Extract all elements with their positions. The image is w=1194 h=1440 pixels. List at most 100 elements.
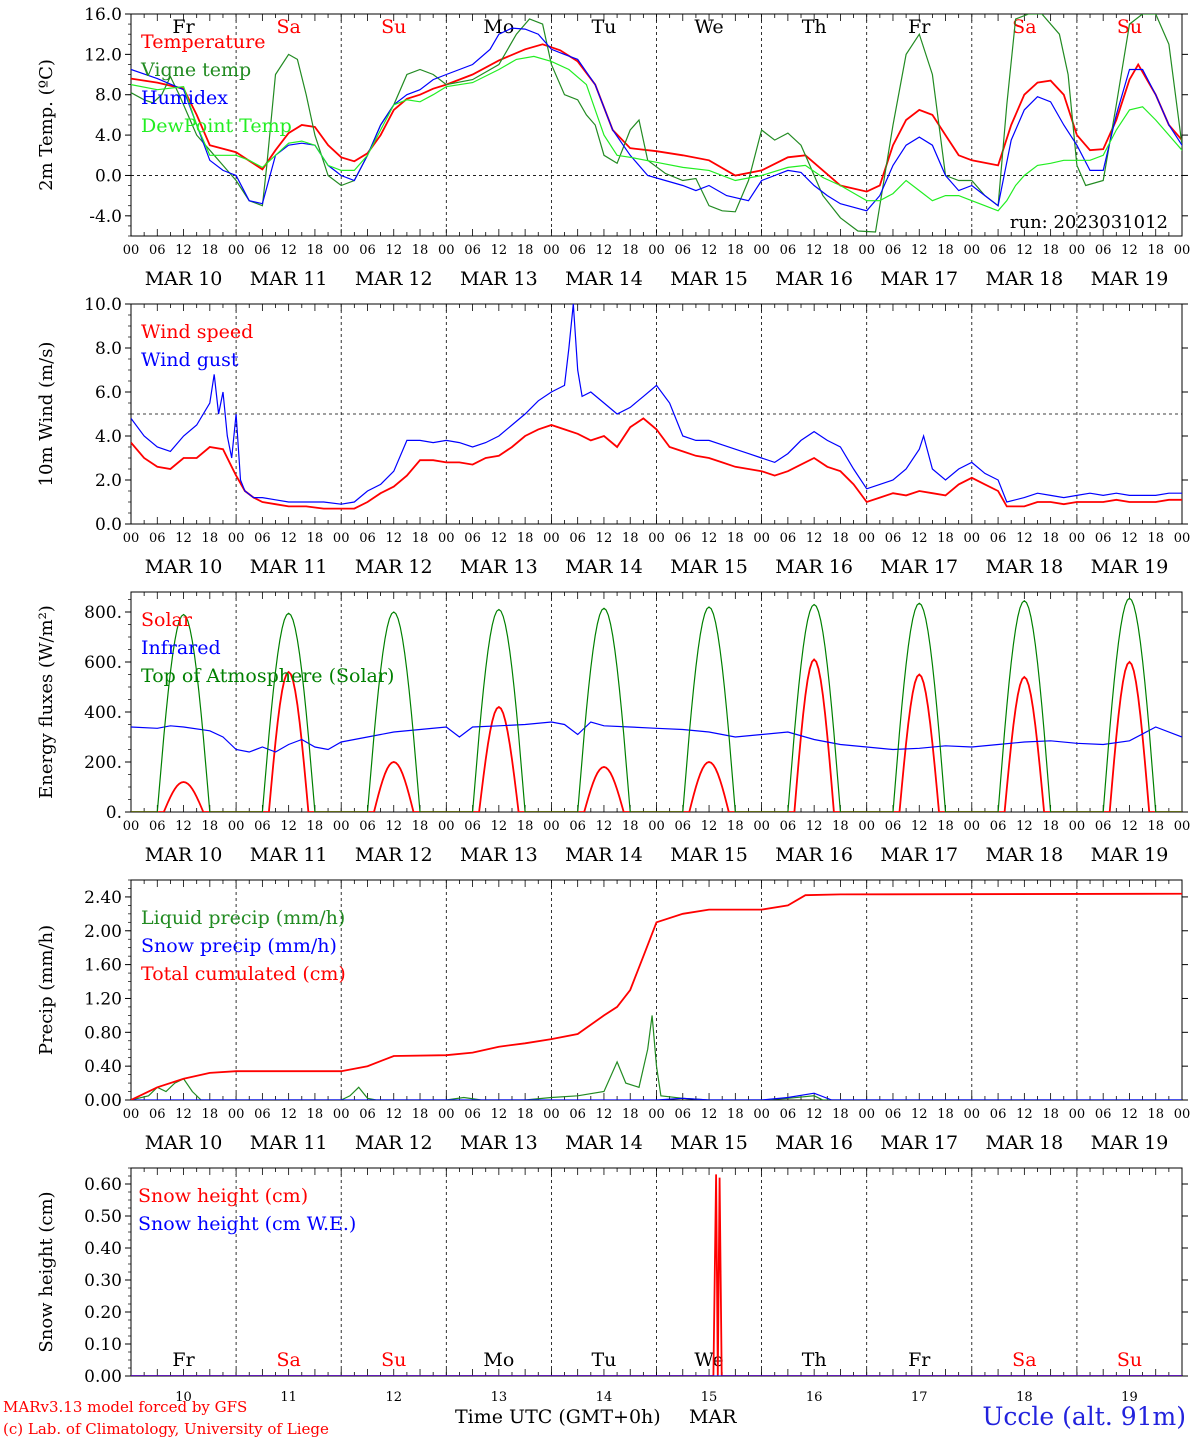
hour-tick-label: 06 xyxy=(149,243,166,258)
weekday-label: Fr xyxy=(172,1349,195,1371)
hour-tick-label: 00 xyxy=(648,819,665,834)
hour-tick-label: 00 xyxy=(858,243,875,258)
hour-tick-label: 18 xyxy=(1147,243,1164,258)
series-line-infrared xyxy=(131,721,1182,753)
date-label: MAR 12 xyxy=(355,268,433,290)
y-tick-label: 800. xyxy=(84,603,122,623)
date-label: MAR 16 xyxy=(775,268,853,290)
hour-tick-label: 00 xyxy=(964,1107,981,1122)
hour-tick-label: 06 xyxy=(990,243,1007,258)
hour-tick-label: 12 xyxy=(491,531,508,546)
hour-tick-label: 00 xyxy=(333,1107,350,1122)
hour-tick-label: 00 xyxy=(1174,819,1191,834)
y-tick-label: 1.20 xyxy=(84,989,122,1009)
hour-tick-label: 00 xyxy=(438,1107,455,1122)
date-label: MAR 17 xyxy=(880,844,958,866)
hour-tick-label: 12 xyxy=(911,1107,928,1122)
hour-tick-label: 12 xyxy=(701,531,718,546)
legend-entry: Snow height (cm) xyxy=(138,1185,308,1207)
weekday-label: Mo xyxy=(483,16,514,38)
hour-tick-label: 06 xyxy=(780,1107,797,1122)
hour-tick-label: 00 xyxy=(1069,243,1086,258)
hour-tick-label: 12 xyxy=(911,243,928,258)
hour-tick-label: 12 xyxy=(280,243,297,258)
hour-tick-label: 06 xyxy=(359,243,376,258)
hour-tick-label: 18 xyxy=(622,243,639,258)
hour-tick-label: 00 xyxy=(123,819,140,834)
hour-tick-label: 18 xyxy=(412,531,429,546)
y-tick-label: 200. xyxy=(84,753,122,773)
y-tick-label: 0.40 xyxy=(84,1239,122,1259)
hour-tick-label: 12 xyxy=(491,819,508,834)
hour-tick-label: 18 xyxy=(517,243,534,258)
date-label: MAR 11 xyxy=(250,844,328,866)
day-number-label: 19 xyxy=(1121,1390,1138,1405)
date-label: MAR 14 xyxy=(565,844,643,866)
y-axis-title: Precip (mm/h) xyxy=(36,925,57,1055)
date-label: MAR 12 xyxy=(355,1132,433,1154)
hour-tick-label: 00 xyxy=(543,819,560,834)
hour-tick-label: 06 xyxy=(1095,243,1112,258)
weekday-label: Fr xyxy=(908,1349,931,1371)
hour-tick-label: 06 xyxy=(885,819,902,834)
date-label: MAR 17 xyxy=(880,556,958,578)
day-number-label: 15 xyxy=(701,1390,718,1405)
hour-tick-label: 00 xyxy=(228,531,245,546)
hour-tick-label: 00 xyxy=(858,819,875,834)
date-label: MAR 17 xyxy=(880,268,958,290)
hour-tick-label: 18 xyxy=(1042,1107,1059,1122)
hour-tick-label: 18 xyxy=(412,819,429,834)
date-label: MAR 17 xyxy=(880,1132,958,1154)
legend-entry: Wind speed xyxy=(141,321,253,343)
y-tick-label: 0.60 xyxy=(84,1175,122,1195)
hour-tick-label: 12 xyxy=(806,531,823,546)
y-tick-label: 0. xyxy=(106,803,122,823)
hour-tick-label: 18 xyxy=(1042,531,1059,546)
hour-tick-label: 06 xyxy=(359,1107,376,1122)
y-axis-title: 10m Wind (m/s) xyxy=(36,342,57,487)
hour-tick-label: 06 xyxy=(675,1107,692,1122)
date-label: MAR 11 xyxy=(250,556,328,578)
legend-entry: Vigne temp xyxy=(140,59,251,81)
chart-panel-3: 0. 200. 400. 600. 800. Energy fluxes (W/m²) 00… xyxy=(36,591,1191,866)
hour-tick-label: 12 xyxy=(701,243,718,258)
hour-tick-label: 18 xyxy=(517,531,534,546)
day-number-label: 10 xyxy=(175,1390,192,1405)
hour-tick-label: 06 xyxy=(254,243,271,258)
hour-tick-label: 18 xyxy=(202,531,219,546)
hour-tick-label: 00 xyxy=(228,243,245,258)
legend-entry: Total cumulated (cm) xyxy=(141,963,346,985)
date-label: MAR 19 xyxy=(1091,268,1169,290)
hour-tick-label: 00 xyxy=(438,531,455,546)
y-tick-label: 10.0 xyxy=(84,295,122,315)
hour-tick-label: 00 xyxy=(964,531,981,546)
hour-tick-label: 00 xyxy=(858,531,875,546)
y-tick-label: 0.30 xyxy=(84,1271,122,1291)
date-label: MAR 18 xyxy=(985,268,1063,290)
hour-tick-label: 18 xyxy=(832,531,849,546)
y-tick-label: 4.0 xyxy=(95,427,122,447)
y-tick-label: 16.0 xyxy=(84,5,122,25)
hour-tick-label: 00 xyxy=(858,1107,875,1122)
hour-tick-label: 06 xyxy=(1095,531,1112,546)
series-line-total-cumulated-cm xyxy=(131,892,1182,1100)
hour-tick-label: 12 xyxy=(806,243,823,258)
y-tick-label: 0.00 xyxy=(84,1091,122,1111)
hour-tick-label: 18 xyxy=(727,1107,744,1122)
hour-tick-label: 12 xyxy=(175,531,192,546)
date-label: MAR 14 xyxy=(565,556,643,578)
hour-tick-label: 18 xyxy=(412,1107,429,1122)
hour-tick-label: 18 xyxy=(307,531,324,546)
hour-tick-label: 06 xyxy=(569,819,586,834)
hour-tick-label: 00 xyxy=(1069,531,1086,546)
hour-tick-label: 06 xyxy=(149,1107,166,1122)
hour-tick-label: 06 xyxy=(885,531,902,546)
hour-tick-label: 12 xyxy=(701,819,718,834)
date-label: MAR 14 xyxy=(565,268,643,290)
weekday-label: Su xyxy=(381,16,406,38)
hour-tick-label: 18 xyxy=(727,819,744,834)
hour-tick-label: 18 xyxy=(1042,243,1059,258)
date-label: MAR 12 xyxy=(355,844,433,866)
hour-tick-label: 06 xyxy=(990,531,1007,546)
hour-tick-label: 06 xyxy=(464,531,481,546)
